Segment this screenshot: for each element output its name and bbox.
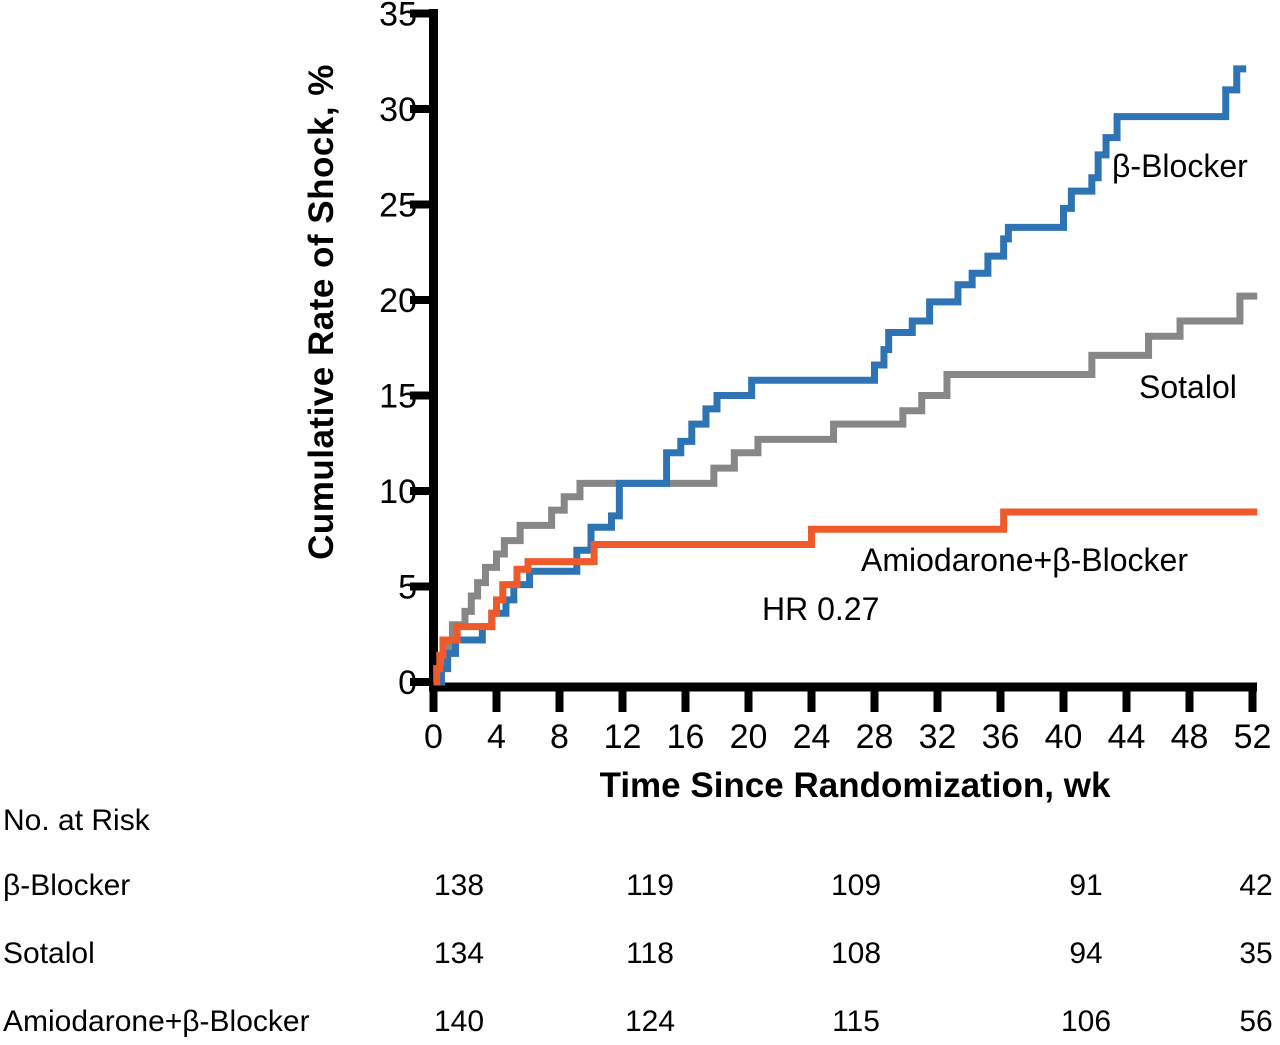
y-tick-label: 15 — [379, 378, 417, 416]
y-tick-label: 20 — [379, 282, 417, 320]
x-tick-label: 36 — [982, 718, 1020, 756]
sotalol-curve-label: Sotalol — [1139, 369, 1237, 405]
y-tick-label: 35 — [379, 0, 417, 34]
x-axis-title: Time Since Randomization, wk — [599, 766, 1111, 805]
series-line-β-Blocker — [433, 65, 1247, 686]
risk-count: 115 — [832, 1005, 880, 1038]
risk-count: 109 — [830, 869, 882, 902]
risk-table-title: No. at Risk — [3, 804, 150, 837]
risk-count: 119 — [626, 869, 674, 902]
x-tick-label: 44 — [1108, 718, 1146, 756]
risk-row-label: Sotalol — [3, 937, 95, 970]
risk-count: 106 — [1060, 1005, 1112, 1038]
x-tick-label: 0 — [424, 718, 443, 756]
risk-count: 140 — [433, 1005, 485, 1038]
risk-row-label: Amiodarone+β-Blocker — [3, 1005, 310, 1038]
hazard-ratio-annotation: HR 0.27 — [762, 591, 880, 627]
risk-count: 134 — [433, 937, 485, 970]
x-tick-label: 16 — [667, 718, 705, 756]
y-tick-label: 25 — [379, 187, 417, 225]
risk-count: 118 — [626, 937, 674, 970]
x-tick-label: 48 — [1171, 718, 1209, 756]
axes — [410, 9, 1257, 712]
y-tick-label: 10 — [379, 473, 417, 511]
x-tick-label: 28 — [856, 718, 894, 756]
y-axis-title: Cumulative Rate of Shock, % — [302, 64, 341, 560]
series-line-Amiodarone+β-Blocker — [433, 508, 1258, 686]
risk-count: 56 — [1239, 1005, 1273, 1038]
x-tick-label: 8 — [550, 718, 569, 756]
x-tick-label: 32 — [919, 718, 957, 756]
y-tick-label: 5 — [398, 569, 417, 607]
x-tick-label: 12 — [604, 718, 642, 756]
risk-row-label: β-Blocker — [3, 869, 131, 902]
risk-count: 42 — [1239, 869, 1273, 902]
amiodarone-beta-blocker-curve-label: Amiodarone+β-Blocker — [861, 542, 1188, 578]
y-tick-label: 30 — [379, 91, 417, 129]
x-tick-label: 4 — [487, 718, 506, 756]
risk-count: 91 — [1069, 869, 1103, 902]
risk-count: 138 — [433, 869, 485, 902]
risk-count: 35 — [1239, 937, 1273, 970]
beta-blocker-curve-label: β-Blocker — [1112, 148, 1248, 184]
y-tick-label: 0 — [398, 664, 417, 702]
x-tick-label: 20 — [730, 718, 768, 756]
x-tick-label: 52 — [1234, 718, 1272, 756]
x-tick-label: 40 — [1045, 718, 1083, 756]
x-tick-label: 24 — [793, 718, 831, 756]
risk-count: 124 — [624, 1005, 676, 1038]
risk-count: 94 — [1069, 937, 1103, 970]
risk-count: 108 — [830, 937, 882, 970]
